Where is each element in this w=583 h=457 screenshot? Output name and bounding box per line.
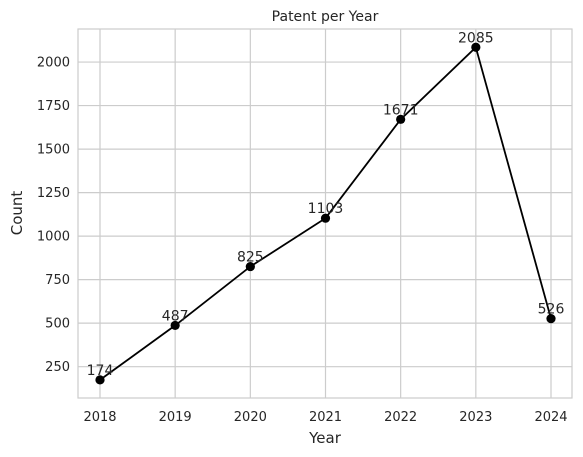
x-axis-label: Year: [308, 429, 342, 447]
y-tick-label: 500: [45, 317, 70, 332]
x-tick-label: 2023: [459, 410, 492, 425]
y-tick-label: 1750: [37, 99, 70, 114]
x-tick-label: 2018: [83, 410, 116, 425]
data-label: 1103: [308, 201, 344, 217]
data-label: 825: [237, 250, 264, 266]
x-tick-label: 2024: [534, 410, 567, 425]
x-tick-label: 2020: [234, 410, 267, 425]
x-tick-label: 2022: [384, 410, 417, 425]
data-label: 2085: [458, 30, 494, 46]
y-axis-label: Count: [8, 191, 26, 236]
y-tick-labels: 250 500 750 1000 1250 1500 1750 2000: [37, 56, 70, 376]
x-tick-labels: 2018 2019 2020 2021 2022 2023 2024: [83, 410, 567, 425]
y-tick-label: 2000: [37, 56, 70, 71]
data-label: 526: [538, 302, 565, 318]
y-tick-label: 1500: [37, 143, 70, 158]
y-tick-label: 750: [45, 273, 70, 288]
x-tick-label: 2021: [309, 410, 342, 425]
data-label: 487: [162, 308, 189, 324]
data-label: 1671: [383, 102, 419, 118]
y-tick-label: 1000: [37, 230, 70, 245]
x-tick-label: 2019: [159, 410, 192, 425]
data-label: 174: [87, 363, 114, 379]
y-tick-label: 250: [45, 360, 70, 375]
y-tick-label: 1250: [37, 186, 70, 201]
chart-title: Patent per Year: [272, 9, 379, 25]
